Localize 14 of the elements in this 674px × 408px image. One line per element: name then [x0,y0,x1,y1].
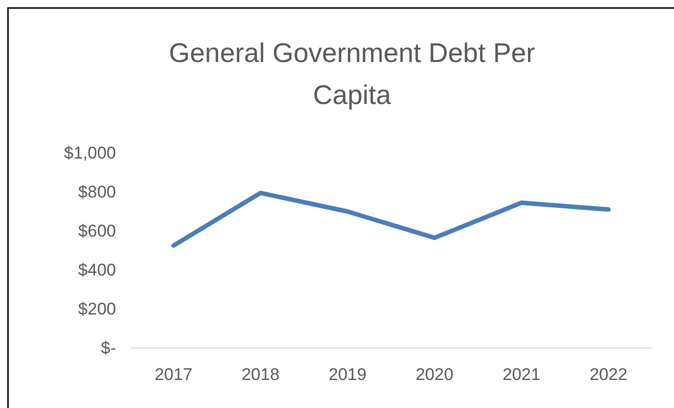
y-tick-label: $200 [78,299,116,318]
x-tick-label: 2018 [242,365,280,384]
x-tick-label: 2019 [328,365,366,384]
x-tick-label: 2022 [590,365,628,384]
y-tick-label: $600 [78,221,116,240]
y-tick-label: $800 [78,182,116,202]
x-tick-label: 2020 [416,365,454,384]
x-tick-label: 2021 [502,365,540,384]
y-tick-label: $1,000 [64,143,116,162]
line-series [171,190,611,248]
x-tick-label: 2017 [154,365,192,384]
y-tick-label: $- [100,338,116,358]
chart-title: General Government Debt Per Capita [168,38,536,110]
y-tick-label: $400 [78,260,116,280]
